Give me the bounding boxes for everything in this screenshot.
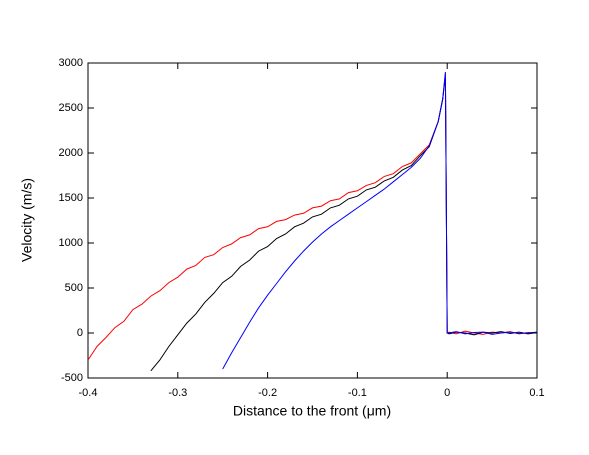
y-tick-label: 0 xyxy=(77,327,83,339)
x-tick-label: -0.3 xyxy=(168,387,187,399)
x-tick-label: -0.4 xyxy=(79,387,98,399)
series-line xyxy=(88,73,537,361)
y-tick-label: 1500 xyxy=(59,192,83,204)
x-tick-label: -0.1 xyxy=(348,387,367,399)
x-tick-label: -0.2 xyxy=(258,387,277,399)
plot-frame xyxy=(87,62,538,379)
series-lines xyxy=(88,71,537,372)
y-tick-label: 1000 xyxy=(59,237,83,249)
series-line xyxy=(150,76,537,372)
x-tick-label: 0 xyxy=(444,387,450,399)
x-axis-label: Distance to the front (μm) xyxy=(233,403,391,419)
y-tick-label: 2500 xyxy=(59,102,83,114)
y-tick-label: -500 xyxy=(61,372,83,384)
series-line xyxy=(222,71,537,370)
x-tick-label: 0.1 xyxy=(529,387,544,399)
y-axis-label: Velocity (m/s) xyxy=(19,178,35,262)
y-tick-label: 3000 xyxy=(59,57,83,69)
y-tick-label: 2000 xyxy=(59,147,83,159)
y-tick-label: 500 xyxy=(65,282,83,294)
